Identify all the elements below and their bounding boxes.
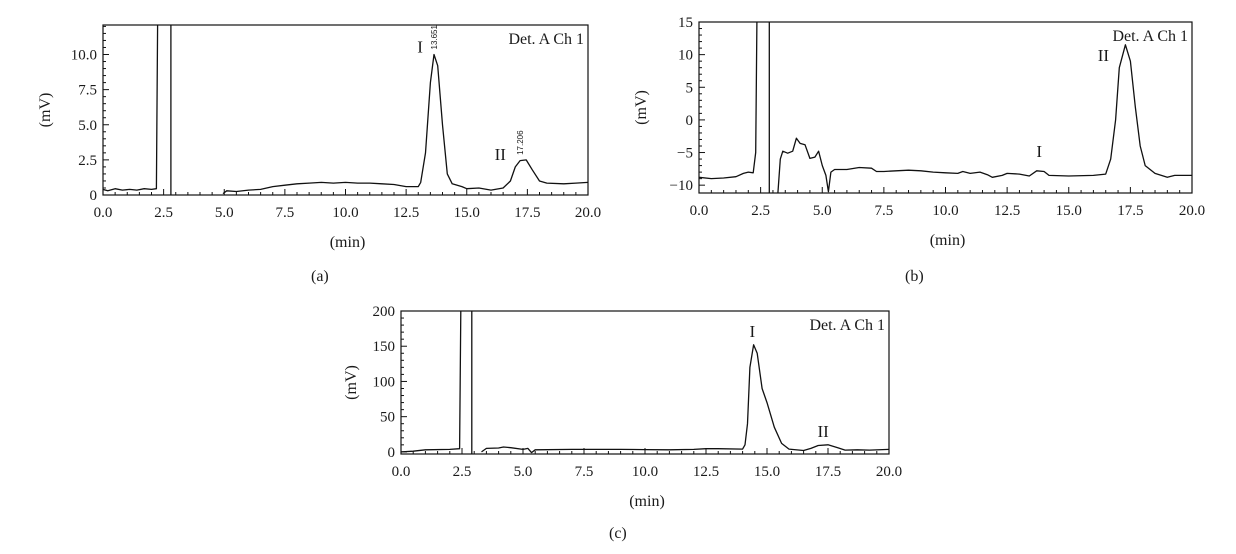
- panel-b-caption: (b): [905, 268, 924, 285]
- x-tick-label: 17.5: [1117, 203, 1143, 219]
- chromatogram-trace: [401, 311, 462, 453]
- y-axis-title: (mV): [633, 90, 650, 125]
- plot-frame: [102, 24, 589, 196]
- retention-time-label: 13.651: [430, 24, 439, 49]
- x-tick-label: 20.0: [575, 205, 601, 221]
- panel-c-caption: (c): [609, 525, 627, 542]
- x-tick-label: 20.0: [1179, 203, 1205, 219]
- y-tick-label: 5.0: [78, 118, 97, 134]
- x-tick-label: 2.5: [154, 205, 173, 221]
- chromatogram-panel-b: 0.0 2.5 5.0 7.5 10.0 12.5 15.0 17.5 20.0 −10 −5 0 5 1…: [633, 15, 1205, 249]
- panel-a-caption: (a): [311, 268, 329, 285]
- detector-label: Det. A Ch 1: [809, 317, 885, 334]
- peak-label-i: I: [417, 38, 423, 57]
- x-tick-label: 7.5: [875, 203, 894, 219]
- x-tick-label: 10.0: [632, 464, 658, 480]
- peak-label-i: I: [750, 322, 756, 341]
- peak-label-i: I: [1036, 142, 1042, 161]
- retention-time-label: 17.206: [516, 130, 525, 155]
- y-tick-label: 100: [373, 374, 396, 390]
- x-tick-label: 7.5: [276, 205, 295, 221]
- x-tick-label: 0.0: [690, 203, 709, 219]
- plot-frame: [698, 21, 1193, 194]
- x-tick-label: 15.0: [1056, 203, 1082, 219]
- x-tick-label: 2.5: [453, 464, 472, 480]
- x-tick-label: 5.0: [514, 464, 533, 480]
- chromatogram-trace: [481, 344, 889, 454]
- y-tick-label: 200: [373, 304, 396, 320]
- x-tick-label: 20.0: [876, 464, 902, 480]
- chromatogram-trace: [103, 25, 159, 192]
- y-tick-label: 2.5: [78, 153, 97, 169]
- x-tick-label: 0.0: [392, 464, 411, 480]
- x-tick-label: 5.0: [813, 203, 832, 219]
- y-tick-label: 5: [686, 80, 694, 96]
- y-tick-label: −10: [670, 178, 693, 194]
- x-axis-title: (min): [930, 232, 966, 249]
- y-tick-label: 15: [678, 15, 693, 31]
- chromatogram-trace: [222, 53, 588, 195]
- y-tick-label: 0: [686, 113, 694, 129]
- x-tick-label: 7.5: [575, 464, 594, 480]
- y-tick-label: 0: [388, 445, 396, 461]
- x-tick-label: 15.0: [454, 205, 480, 221]
- x-tick-label: 0.0: [94, 205, 113, 221]
- chromatogram-trace: [777, 44, 1192, 193]
- y-axis-title: (mV): [37, 93, 54, 128]
- y-tick-label: 10.0: [71, 48, 97, 64]
- peak-label-ii: II: [1098, 46, 1110, 65]
- chromatogram-panel-a: 0.0 2.5 5.0 7.5 10.0 12.5 15.0 17.5 20.0 0 2.5 5.0 7…: [37, 24, 601, 251]
- x-tick-label: 12.5: [393, 205, 419, 221]
- x-tick-label: 15.0: [754, 464, 780, 480]
- y-tick-label: 0: [90, 188, 98, 204]
- x-tick-label: 10.0: [332, 205, 358, 221]
- y-tick-label: 50: [380, 410, 395, 426]
- peak-label-ii: II: [495, 145, 507, 164]
- y-axis-title: (mV): [343, 365, 360, 400]
- y-tick-label: 150: [373, 339, 396, 355]
- x-axis-title: (min): [629, 493, 665, 510]
- x-tick-label: 2.5: [751, 203, 770, 219]
- chromatogram-trace: [699, 22, 758, 180]
- detector-label: Det. A Ch 1: [508, 31, 584, 48]
- x-tick-label: 17.5: [815, 464, 841, 480]
- x-tick-label: 12.5: [693, 464, 719, 480]
- chromatogram-panel-c: 0.0 2.5 5.0 7.5 10.0 12.5 15.0 17.5 20.0 0 50 100 15…: [343, 304, 902, 510]
- x-tick-label: 12.5: [994, 203, 1020, 219]
- peak-label-ii: II: [817, 422, 829, 441]
- y-tick-label: −5: [677, 146, 693, 162]
- x-tick-label: 10.0: [932, 203, 958, 219]
- x-tick-label: 17.5: [514, 205, 540, 221]
- detector-label: Det. A Ch 1: [1112, 28, 1188, 45]
- y-tick-label: 10: [678, 48, 693, 64]
- y-tick-label: 7.5: [78, 83, 97, 99]
- x-axis-title: (min): [330, 234, 366, 251]
- x-tick-label: 5.0: [215, 205, 234, 221]
